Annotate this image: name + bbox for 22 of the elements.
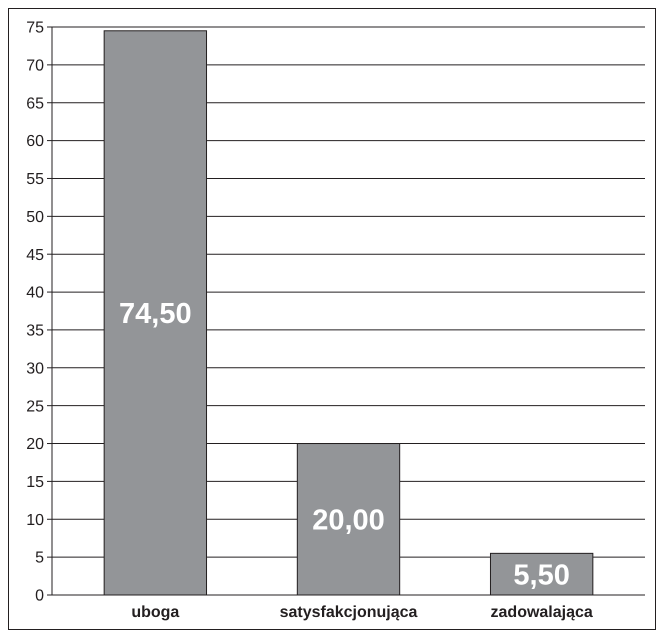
y-tick-label: 70 — [26, 57, 44, 74]
y-tick-label: 10 — [26, 512, 44, 529]
y-tick-label: 35 — [26, 322, 44, 340]
y-tick-label: 45 — [26, 246, 44, 264]
data-label: 20,00 — [312, 504, 385, 536]
y-tick-label: 0 — [35, 588, 44, 605]
y-tick-label: 15 — [26, 474, 44, 491]
x-tick-label: uboga — [131, 604, 180, 621]
y-tick-label: 40 — [26, 284, 44, 302]
y-tick-label: 30 — [26, 360, 44, 378]
y-tick-label: 50 — [26, 208, 44, 226]
y-tick-label: 5 — [35, 550, 44, 567]
data-label: 5,50 — [513, 559, 570, 592]
x-tick-label: satysfakcjonująca — [280, 604, 418, 621]
data-label: 74,50 — [119, 298, 192, 330]
y-tick-label: 55 — [26, 171, 44, 188]
y-tick-label: 20 — [26, 436, 44, 454]
x-tick-label: zadowalająca — [490, 604, 593, 621]
y-tick-label: 65 — [26, 95, 44, 112]
y-tick-label: 25 — [26, 398, 44, 416]
y-tick-label: 75 — [26, 20, 44, 37]
y-tick-label: 60 — [26, 133, 44, 150]
